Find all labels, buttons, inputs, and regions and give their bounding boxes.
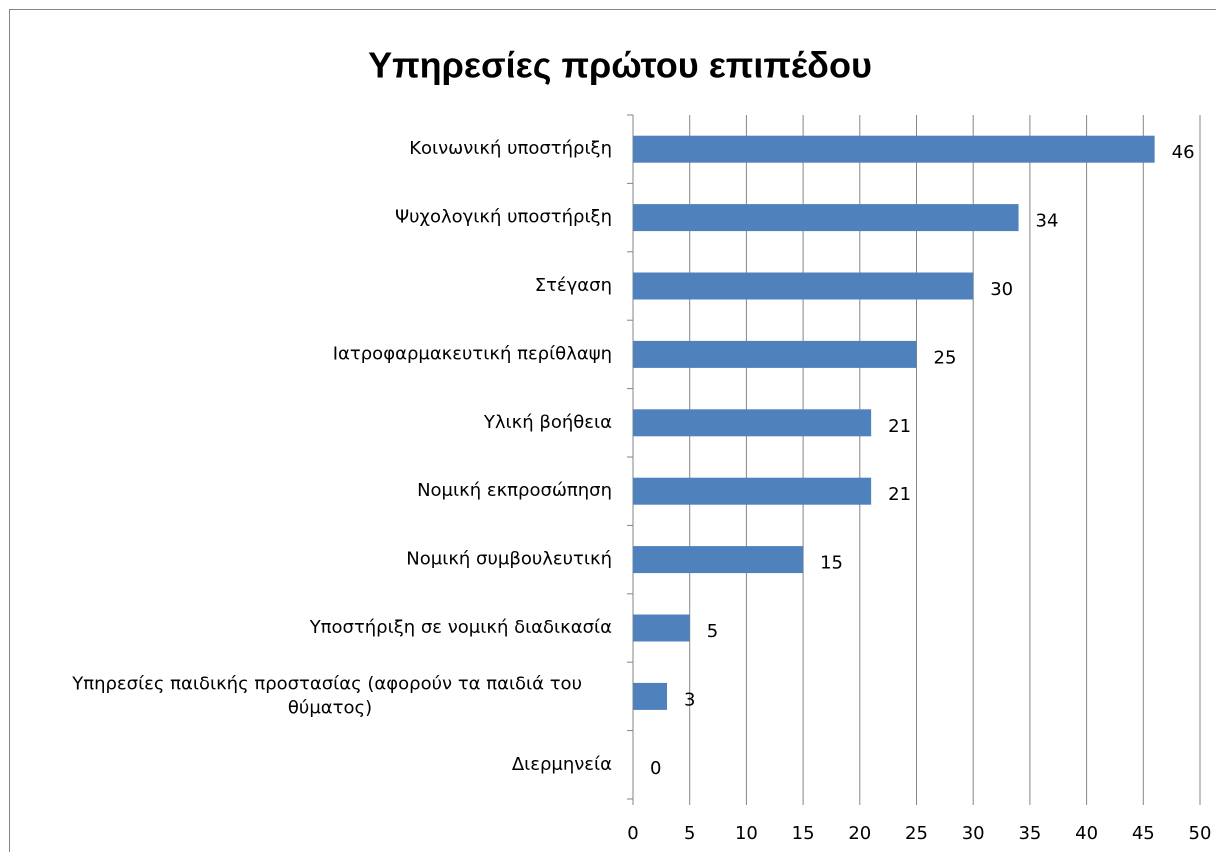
data-label: 25 bbox=[934, 347, 957, 368]
y-tick-label: Υποστήριξη σε νομική διαδικασία bbox=[309, 617, 612, 638]
x-tick-label: 40 bbox=[1075, 823, 1098, 844]
y-tick-label: Στέγαση bbox=[535, 275, 612, 296]
data-label: 0 bbox=[650, 758, 661, 779]
y-tick-label: Διερμηνεία bbox=[512, 754, 612, 775]
data-label: 5 bbox=[707, 621, 718, 642]
x-tick-label: 5 bbox=[684, 823, 695, 844]
bar bbox=[633, 340, 917, 368]
y-tick-label: Υπηρεσίες παιδικής προστασίας (αφορούν τ… bbox=[71, 673, 587, 718]
data-label: 21 bbox=[888, 484, 911, 505]
chart-title: Υπηρεσίες πρώτου επιπέδου bbox=[368, 45, 872, 86]
x-tick-label: 10 bbox=[735, 823, 758, 844]
y-tick-label: Κοινωνική υποστήριξη bbox=[409, 138, 612, 159]
data-label: 15 bbox=[820, 553, 843, 574]
x-tick-label: 30 bbox=[962, 823, 985, 844]
x-tick-label: 15 bbox=[792, 823, 815, 844]
data-label: 34 bbox=[1036, 211, 1059, 232]
y-tick-label: Ιατροφαρμακευτική περίθλαψη bbox=[333, 343, 612, 364]
bar bbox=[633, 272, 974, 300]
data-label: 21 bbox=[888, 416, 911, 437]
bar bbox=[633, 409, 872, 437]
bar bbox=[633, 682, 668, 710]
bar bbox=[633, 204, 1019, 232]
y-tick-label: Νομική συμβουλευτική bbox=[406, 549, 612, 570]
x-tick-label: 45 bbox=[1132, 823, 1155, 844]
bar bbox=[633, 477, 872, 505]
y-tick-label: Νομική εκπροσώπηση bbox=[417, 480, 612, 501]
y-tick-label: Υλική βοήθεια bbox=[483, 412, 612, 433]
x-tick-label: 50 bbox=[1189, 823, 1212, 844]
x-tick-label: 35 bbox=[1018, 823, 1041, 844]
data-label: 3 bbox=[684, 689, 695, 710]
bar bbox=[633, 135, 1155, 163]
x-tick-label: 20 bbox=[848, 823, 871, 844]
bar bbox=[633, 614, 690, 642]
data-label: 46 bbox=[1172, 142, 1195, 163]
bar bbox=[633, 546, 804, 574]
data-label: 30 bbox=[990, 279, 1013, 300]
x-tick-label: 0 bbox=[627, 823, 638, 844]
y-tick-label: Ψυχολογική υποστήριξη bbox=[395, 207, 612, 228]
x-tick-label: 25 bbox=[905, 823, 928, 844]
